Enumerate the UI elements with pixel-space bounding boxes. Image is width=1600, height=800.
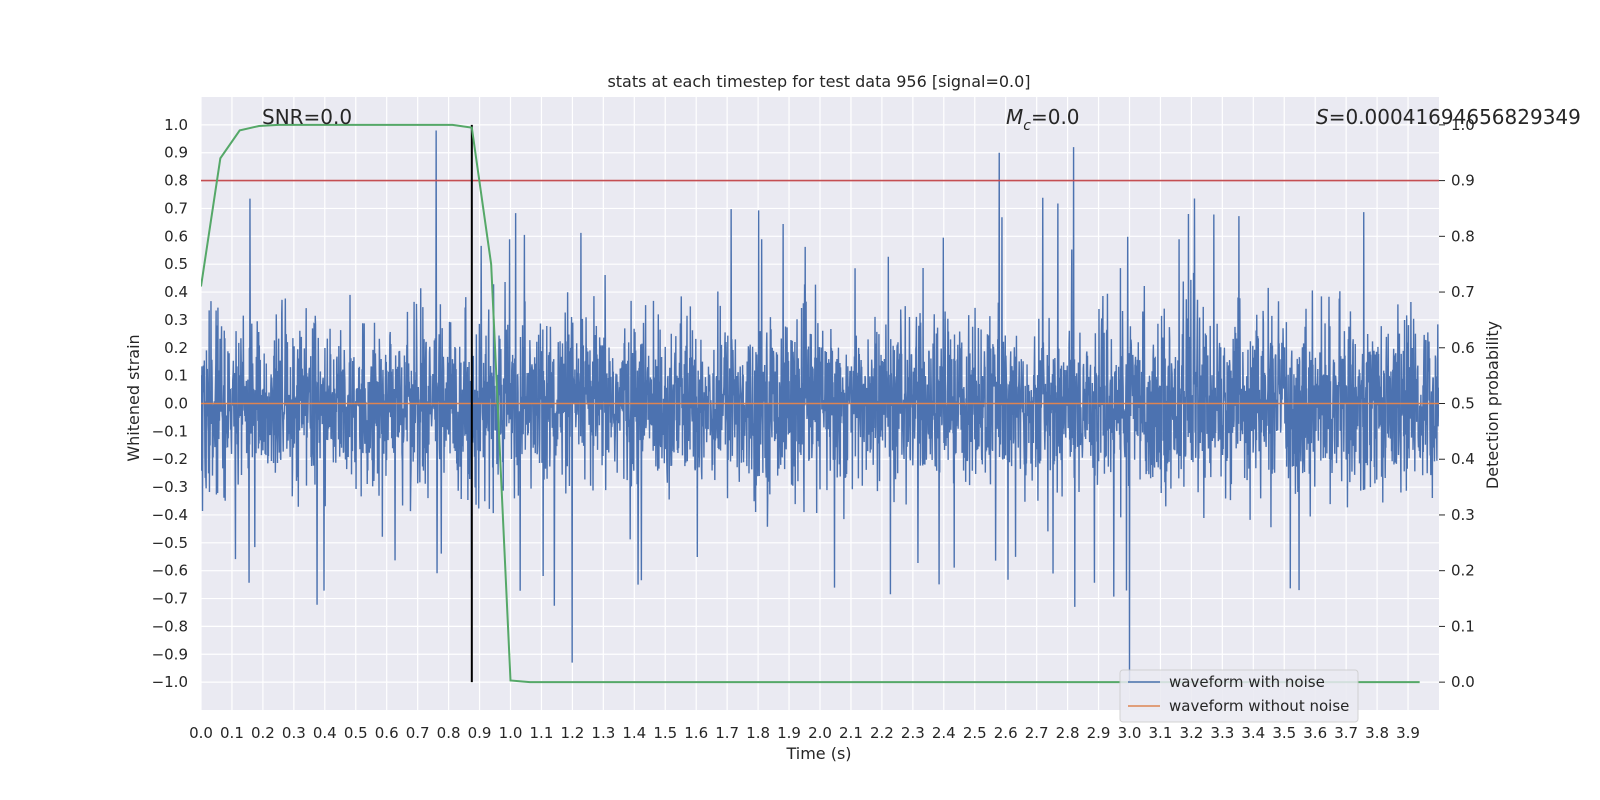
x-tick-label: 2.9 — [1087, 724, 1111, 742]
y-axis-left: 1.0 0.9 0.8 0.7 0.6 0.5 0.4 0.3 0.2 0.1 0.0 −0.1 −0.… — [152, 116, 188, 691]
y-left-tick-label: −1.0 — [152, 673, 188, 691]
y-left-tick-label: −0.9 — [152, 645, 188, 663]
y-left-tick-label: 0.3 — [164, 311, 188, 329]
y-left-tick-label: 1.0 — [164, 116, 188, 134]
y-axis-right: 1.0 0.9 0.8 0.7 0.6 0.5 0.4 0.3 0.2 0.1 0.0 — [1439, 116, 1475, 691]
x-tick-label: 3.7 — [1334, 724, 1358, 742]
legend-box — [1119, 669, 1359, 723]
y-left-tick-label: 0.7 — [164, 199, 188, 217]
x-tick-label: 0.7 — [406, 724, 430, 742]
y-left-tick-label: 0.4 — [164, 283, 188, 301]
x-tick-label: 1.2 — [560, 724, 584, 742]
x-tick-label: 3.2 — [1179, 724, 1203, 742]
x-tick-label: 2.8 — [1056, 724, 1080, 742]
x-tick-label: 1.9 — [777, 724, 801, 742]
x-tick-label: 1.8 — [746, 724, 770, 742]
x-tick-label: 3.6 — [1303, 724, 1327, 742]
x-axis-label: Time (s) — [785, 744, 851, 763]
s-value: =0.00041694656829349 — [1329, 105, 1581, 129]
waveform-with-noise-line — [201, 130, 1439, 683]
x-tick-label: 3.0 — [1118, 724, 1142, 742]
x-tick-label: 1.1 — [530, 724, 554, 742]
y-left-tick-label: 0.9 — [164, 144, 188, 162]
x-tick-label: 0.6 — [375, 724, 399, 742]
y-right-tick-label: 0.8 — [1451, 227, 1475, 245]
s-annotation: S=0.00041694656829349 — [1316, 105, 1581, 129]
y-axis-left-label: Whitened strain — [124, 334, 143, 461]
x-tick-label: 1.0 — [499, 724, 523, 742]
snr-annotation: SNR=0.0 — [262, 105, 352, 129]
x-tick-label: 3.5 — [1272, 724, 1296, 742]
x-tick-label: 0.9 — [468, 724, 492, 742]
x-tick-label: 1.7 — [715, 724, 739, 742]
y-right-tick-label: 0.9 — [1451, 172, 1475, 190]
x-tick-label: 0.2 — [251, 724, 275, 742]
y-right-tick-label: 0.4 — [1451, 450, 1475, 468]
chirp-mass-symbol: M — [1006, 105, 1023, 129]
x-tick-label: 3.9 — [1396, 724, 1420, 742]
x-tick-label: 1.6 — [684, 724, 708, 742]
y-axis-right-label: Detection probability — [1483, 321, 1502, 489]
y-left-tick-label: 0.2 — [164, 339, 188, 357]
y-left-tick-label: −0.4 — [152, 506, 188, 524]
y-right-tick-label: 1.0 — [1451, 116, 1475, 134]
chart-title: stats at each timestep for test data 956… — [607, 72, 1030, 91]
x-tick-label: 0.8 — [437, 724, 461, 742]
detection-probability-line — [201, 123, 1420, 684]
y-left-tick-label: −0.5 — [152, 534, 188, 552]
x-tick-label: 2.4 — [932, 724, 956, 742]
y-right-tick-label: 0.0 — [1451, 673, 1475, 691]
y-left-tick-label: −0.6 — [152, 562, 188, 580]
chirp-mass-annotation: Mc=0.0 — [1006, 105, 1080, 134]
x-tick-label: 2.1 — [839, 724, 863, 742]
legend: waveform with noise waveform without noi… — [1119, 669, 1359, 723]
x-axis: 0.0 0.1 0.2 0.3 0.4 0.5 0.6 0.7 0.8 0.9 1.0 1.1 1.2 1… — [189, 724, 1420, 742]
y-right-tick-label: 0.3 — [1451, 506, 1475, 524]
y-left-tick-label: 0.6 — [164, 227, 188, 245]
chirp-mass-value: =0.0 — [1031, 105, 1080, 129]
y-left-tick-label: 0.8 — [164, 172, 188, 190]
s-symbol: S — [1316, 105, 1329, 129]
x-tick-label: 3.3 — [1210, 724, 1234, 742]
y-right-tick-label: 0.1 — [1451, 617, 1475, 635]
x-tick-label: 0.5 — [344, 724, 368, 742]
y-right-tick-label: 0.2 — [1451, 562, 1475, 580]
y-left-tick-label: −0.1 — [152, 422, 188, 440]
legend-clean-label: waveform without noise — [1169, 697, 1349, 715]
x-tick-label: 2.3 — [901, 724, 925, 742]
y-left-tick-label: 0.5 — [164, 255, 188, 273]
chirp-mass-subscript: c — [1023, 118, 1031, 134]
x-tick-label: 2.7 — [1025, 724, 1049, 742]
y-left-tick-label: 0.1 — [164, 367, 188, 385]
y-right-tick-label: 0.5 — [1451, 395, 1475, 413]
y-right-tick-label: 0.6 — [1451, 339, 1475, 357]
y-left-tick-label: −0.2 — [152, 450, 188, 468]
plot-content — [201, 123, 1439, 684]
y-left-tick-label: −0.3 — [152, 478, 188, 496]
x-tick-label: 0.4 — [313, 724, 337, 742]
x-tick-label: 3.1 — [1149, 724, 1173, 742]
x-tick-label: 2.2 — [870, 724, 894, 742]
y-right-tick-label: 0.7 — [1451, 283, 1475, 301]
x-tick-label: 2.0 — [808, 724, 832, 742]
x-tick-label: 3.8 — [1365, 724, 1389, 742]
x-tick-label: 1.5 — [653, 724, 677, 742]
y-left-tick-label: −0.8 — [152, 617, 188, 635]
x-tick-label: 1.4 — [622, 724, 646, 742]
x-tick-label: 0.3 — [282, 724, 306, 742]
y-left-tick-label: −0.7 — [152, 590, 188, 608]
x-tick-label: 2.5 — [963, 724, 987, 742]
x-tick-label: 3.4 — [1241, 724, 1265, 742]
y-left-tick-label: 0.0 — [164, 395, 188, 413]
x-tick-label: 1.3 — [591, 724, 615, 742]
legend-noise-label: waveform with noise — [1169, 673, 1325, 691]
x-tick-label: 0.0 — [189, 724, 213, 742]
x-tick-label: 0.1 — [220, 724, 244, 742]
x-tick-label: 2.6 — [994, 724, 1018, 742]
